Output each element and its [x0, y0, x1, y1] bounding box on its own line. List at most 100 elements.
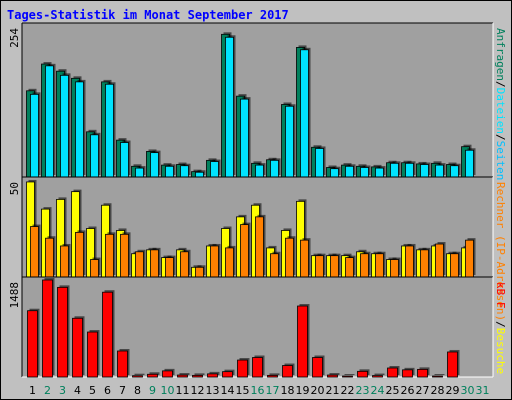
bar-bottom-kbytes	[42, 279, 53, 378]
bar-bottom-kbytes	[417, 368, 428, 378]
bar-top-files	[240, 98, 249, 178]
x-tick-label: 20	[311, 384, 325, 397]
bar-top-files	[120, 142, 129, 178]
bar-top-files	[405, 162, 414, 178]
bar-top-files	[300, 49, 309, 178]
bar-bottom-kbytes	[282, 365, 293, 378]
bar-middle-sites	[375, 253, 384, 278]
panel-top-series-label-part: Dateien	[494, 88, 507, 134]
bar-middle-sites	[270, 253, 279, 278]
x-tick-label: 16	[251, 384, 265, 397]
bar-bottom-kbytes	[27, 310, 38, 378]
bar-top-files	[390, 162, 399, 178]
bar-top-files	[195, 171, 204, 178]
bar-middle-sites	[225, 247, 234, 278]
bar-bottom-kbytes-shadow	[149, 372, 160, 375]
bar-middle-sites	[390, 259, 399, 278]
x-tick-label: 10	[161, 384, 175, 397]
bar-bottom-kbytes	[297, 305, 308, 378]
bar-bottom-kbytes	[357, 370, 368, 378]
bar-middle-sites	[360, 253, 369, 278]
bar-middle-sites	[150, 249, 159, 278]
x-tick-label: 27	[416, 384, 430, 397]
bar-bottom-kbytes	[327, 374, 338, 378]
bar-middle-sites	[465, 239, 474, 278]
bar-middle-sites	[120, 233, 129, 278]
bar-top-files	[105, 83, 114, 178]
chart-title: Tages-Statistik im Monat September 2017	[7, 8, 289, 22]
bar-bottom-kbytes-shadow	[434, 374, 445, 375]
bar-bottom-kbytes	[252, 357, 263, 378]
panel-top: 254 Anfragen/Dateien/Seiten	[8, 22, 507, 180]
x-tick-label: 24	[371, 384, 385, 397]
bar-bottom-kbytes	[372, 375, 383, 378]
bar-bottom-kbytes-shadow	[179, 373, 190, 375]
bar-bottom-kbytes	[432, 375, 443, 378]
bar-top-files	[450, 165, 459, 178]
x-tick-label: 11	[176, 384, 190, 397]
bar-middle-sites	[105, 233, 114, 278]
bar-top-files	[420, 164, 429, 178]
bar-bottom-kbytes	[192, 374, 203, 378]
bar-bottom-kbytes	[267, 374, 278, 378]
bar-middle-sites	[210, 245, 219, 278]
x-tick-label: 2	[44, 384, 51, 397]
bar-middle-sites	[345, 257, 354, 278]
bar-top-files	[30, 93, 39, 178]
x-tick-label: 5	[89, 384, 96, 397]
bar-middle-sites	[75, 231, 84, 278]
bar-bottom-kbytes	[237, 359, 248, 378]
bar-top-files	[360, 167, 369, 178]
bar-bottom-kbytes	[312, 357, 323, 378]
bar-top-files	[255, 164, 264, 178]
bar-bottom-kbytes	[162, 370, 173, 378]
bar-bottom-kbytes	[132, 375, 143, 378]
bar-bottom-kbytes	[102, 291, 113, 378]
x-tick-label: 15	[236, 384, 250, 397]
bar-middle-sites	[135, 251, 144, 278]
bar-middle-sites	[195, 266, 204, 278]
bar-middle-sites	[165, 257, 174, 278]
bar-bottom-kbytes	[447, 351, 458, 378]
bar-top-files	[210, 161, 219, 178]
bar-bottom-kbytes	[147, 373, 158, 378]
bar-top-files	[330, 168, 339, 178]
bar-top-files	[60, 74, 69, 178]
x-tick-label: 30	[461, 384, 475, 397]
bar-top-files	[315, 148, 324, 178]
bar-bottom-kbytes-shadow	[134, 373, 145, 375]
bar-bottom-kbytes	[342, 375, 353, 378]
x-tick-label: 19	[296, 384, 310, 397]
bar-bottom-kbytes-shadow	[209, 371, 220, 375]
x-tick-label: 14	[221, 384, 235, 397]
panel-middle-series-label-part: Rechner (IP-Adressen)	[494, 182, 507, 321]
bar-bottom-kbytes	[177, 374, 188, 378]
panel-top-series-label-part: Anfragen	[494, 28, 507, 81]
bar-bottom-kbytes	[207, 373, 218, 378]
bar-top-files	[135, 167, 144, 178]
panel-bottom-series-label-part: kB F	[494, 282, 507, 309]
bar-bottom-kbytes-shadow	[269, 373, 280, 375]
bar-top-files	[225, 36, 234, 178]
bar-top-files	[270, 159, 279, 178]
bar-bottom-kbytes	[117, 350, 128, 378]
x-tick-label: 28	[431, 384, 445, 397]
panel-middle-series-label-part: Besuche	[494, 328, 507, 374]
bar-bottom-kbytes-shadow	[374, 373, 385, 375]
panel-middle: 50 Rechner (IP-Adressen)/Besuche	[8, 176, 507, 374]
bar-bottom-kbytes-shadow	[329, 373, 340, 375]
bar-middle-sites	[330, 255, 339, 278]
series-middle-1	[30, 214, 476, 278]
bar-bottom-kbytes	[387, 367, 398, 378]
x-tick-label: 4	[74, 384, 81, 397]
bar-top-files	[45, 65, 54, 178]
bar-top-files	[75, 81, 84, 178]
bar-top-files	[465, 149, 474, 178]
bar-middle-sites	[45, 237, 54, 278]
x-tick-label: 3	[59, 384, 66, 397]
panel-middle-ymax-label: 50	[8, 182, 21, 195]
bar-top-files	[285, 105, 294, 178]
bar-middle-sites	[300, 239, 309, 278]
x-tick-label: 13	[206, 384, 220, 397]
series-bottom-0	[27, 278, 460, 378]
